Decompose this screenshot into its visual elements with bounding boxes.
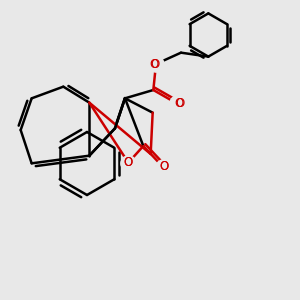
Text: O: O <box>160 160 169 173</box>
Text: O: O <box>124 156 133 169</box>
Text: O: O <box>150 58 159 70</box>
Text: O: O <box>174 97 184 110</box>
Text: O: O <box>124 156 133 169</box>
Text: O: O <box>160 160 169 173</box>
Text: O: O <box>151 58 160 70</box>
Text: O: O <box>175 97 184 110</box>
